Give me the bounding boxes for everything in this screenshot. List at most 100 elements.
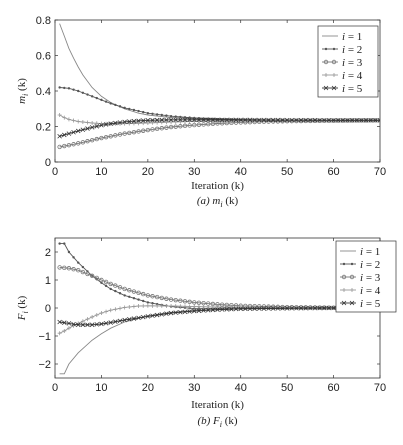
- chart1-series-2-marker: [146, 111, 150, 115]
- chart2-series-5-marker: [94, 322, 100, 327]
- chart2-series-4-marker: [62, 328, 67, 333]
- chart2-series-4-marker: [178, 304, 183, 309]
- chart1-y-tick-label: 0: [45, 157, 51, 169]
- chart1-legend-marker-5: [323, 85, 329, 91]
- chart2-series-3: [57, 265, 380, 311]
- chart2-series-2-marker: [67, 250, 71, 254]
- chart1-legend-marker-4: [332, 73, 336, 77]
- chart1-series-2-marker: [90, 95, 94, 98]
- chart1-series-3-marker: [71, 142, 76, 147]
- chart2-series-3-marker: [57, 265, 62, 270]
- chart2-series-3-marker: [187, 299, 192, 305]
- chart2-series-3-marker: [71, 267, 76, 272]
- chart2-series-2-marker: [146, 301, 150, 304]
- chart2-series-3-marker: [99, 277, 104, 283]
- chart1-series-5-marker: [205, 117, 211, 123]
- chart1-series-5-marker: [308, 117, 313, 123]
- chart2-series-5-marker: [85, 322, 90, 328]
- chart1-series-3-marker: [141, 128, 146, 133]
- chart2-series-5-marker: [71, 321, 76, 327]
- chart1-series-3-marker: [168, 124, 174, 130]
- chart2-series-5-marker: [192, 308, 197, 314]
- chart2-legend-marker-2: [350, 262, 354, 266]
- chart2-series-5-marker: [210, 307, 216, 313]
- chart1-series-5-marker: [377, 118, 380, 123]
- chart1-series-4-marker: [76, 119, 81, 124]
- chart1-x-tick-label: 40: [235, 166, 247, 178]
- chart2-series-3-marker: [159, 295, 164, 301]
- chart1-series-5-marker: [368, 118, 373, 123]
- chart2-series-4-marker: [224, 305, 229, 310]
- chart1-y-tick-label: 0.6: [36, 51, 51, 63]
- chart1-series-2-marker: [77, 89, 80, 93]
- chart2-series-5-marker: [215, 307, 220, 312]
- chart1-series-5-marker: [340, 118, 346, 123]
- chart2-series-3-marker: [131, 289, 137, 294]
- chart2-series-4-marker: [150, 303, 155, 308]
- chart1-series-5-marker: [335, 118, 341, 123]
- chart1-series-5-marker: [71, 129, 76, 135]
- chart2-series-3-marker: [103, 279, 109, 285]
- chart2-x-tick-label: 10: [95, 382, 107, 394]
- chart2-series-5-marker: [229, 306, 234, 312]
- chart2-x-tick-label: 50: [281, 382, 293, 394]
- chart1-series-5-marker: [99, 122, 104, 128]
- chart1-series-5-marker: [312, 117, 318, 123]
- chart1-x-tick-label: 0: [52, 166, 58, 178]
- chart2-y-tick-label: 2: [45, 247, 51, 259]
- chart2-series-4-marker: [108, 308, 113, 313]
- chart1-series-5-marker: [252, 117, 257, 123]
- chart2-series-5-marker: [247, 306, 253, 312]
- chart2-series-5-marker: [289, 305, 295, 311]
- chart1-y-tick-label: 0.4: [36, 86, 51, 98]
- chart1-series-2-marker: [123, 106, 126, 110]
- chart1-series-4-marker: [257, 118, 262, 123]
- chart2-series-5-marker: [159, 312, 165, 317]
- chart1-series-5-marker: [261, 117, 267, 123]
- chart2-series-3-marker: [85, 271, 90, 277]
- chart2-series-5-marker: [275, 306, 281, 311]
- chart2-series-5-marker: [75, 322, 81, 328]
- chart1-series-5-marker: [219, 117, 225, 123]
- chart2-legend-box: [335, 240, 397, 313]
- chart1-series-3-marker: [113, 133, 118, 138]
- chart2-legend-label-5: i = 5: [360, 298, 381, 310]
- chart2-x-tick-label: 20: [142, 382, 154, 394]
- chart2-series-4-marker: [141, 303, 146, 308]
- chart2-series-4-marker: [201, 304, 206, 309]
- chart2-x-tick-label: 70: [374, 382, 386, 394]
- chart2-series-5-marker: [89, 322, 95, 328]
- chart2-series-4-marker: [169, 304, 174, 309]
- chart2-series-3-marker: [182, 299, 188, 304]
- chart1-series-2-marker: [169, 115, 173, 118]
- chart1-series-3-marker: [187, 123, 192, 128]
- chart1-series-4-marker: [71, 118, 76, 123]
- chart2-series-3-marker: [117, 285, 123, 290]
- chart1-series-5-marker: [57, 133, 62, 139]
- chart1-series-4-marker: [85, 120, 90, 125]
- chart2-series-2-marker: [63, 242, 66, 245]
- chart2-series-4-marker: [173, 304, 178, 309]
- chart1-series-5-marker: [187, 117, 192, 123]
- chart1-series-5-marker: [345, 118, 350, 123]
- chart2-legend-label-2: i = 2: [360, 259, 380, 271]
- chart1-series-2-marker: [109, 102, 112, 105]
- chart1-y-tick-label: 0.2: [36, 122, 51, 134]
- chart2-series-4-marker: [275, 305, 280, 310]
- chart1-series-3-marker: [173, 124, 178, 129]
- chart1-legend-marker-3: [323, 59, 329, 65]
- chart1-series-5-marker: [233, 117, 239, 123]
- chart1-series-2-marker: [188, 116, 191, 119]
- chart2-series-3-marker: [122, 286, 127, 292]
- chart2-series-2-marker: [100, 281, 103, 284]
- chart2-y-axis-label: Fi (k): [16, 295, 30, 321]
- chart1-series-2-marker: [81, 91, 85, 94]
- chart2-legend-label-1: i = 1: [360, 246, 380, 258]
- chart2-series-4-marker: [118, 306, 122, 311]
- chart2-series-3-marker: [192, 300, 197, 305]
- chart1-series-4-marker: [159, 120, 164, 125]
- chart2-series-4-marker: [164, 303, 169, 308]
- chart2-legend-marker-4: [350, 288, 354, 292]
- chart2-series-3-marker: [62, 265, 67, 271]
- chart2-series-3-marker: [168, 297, 174, 302]
